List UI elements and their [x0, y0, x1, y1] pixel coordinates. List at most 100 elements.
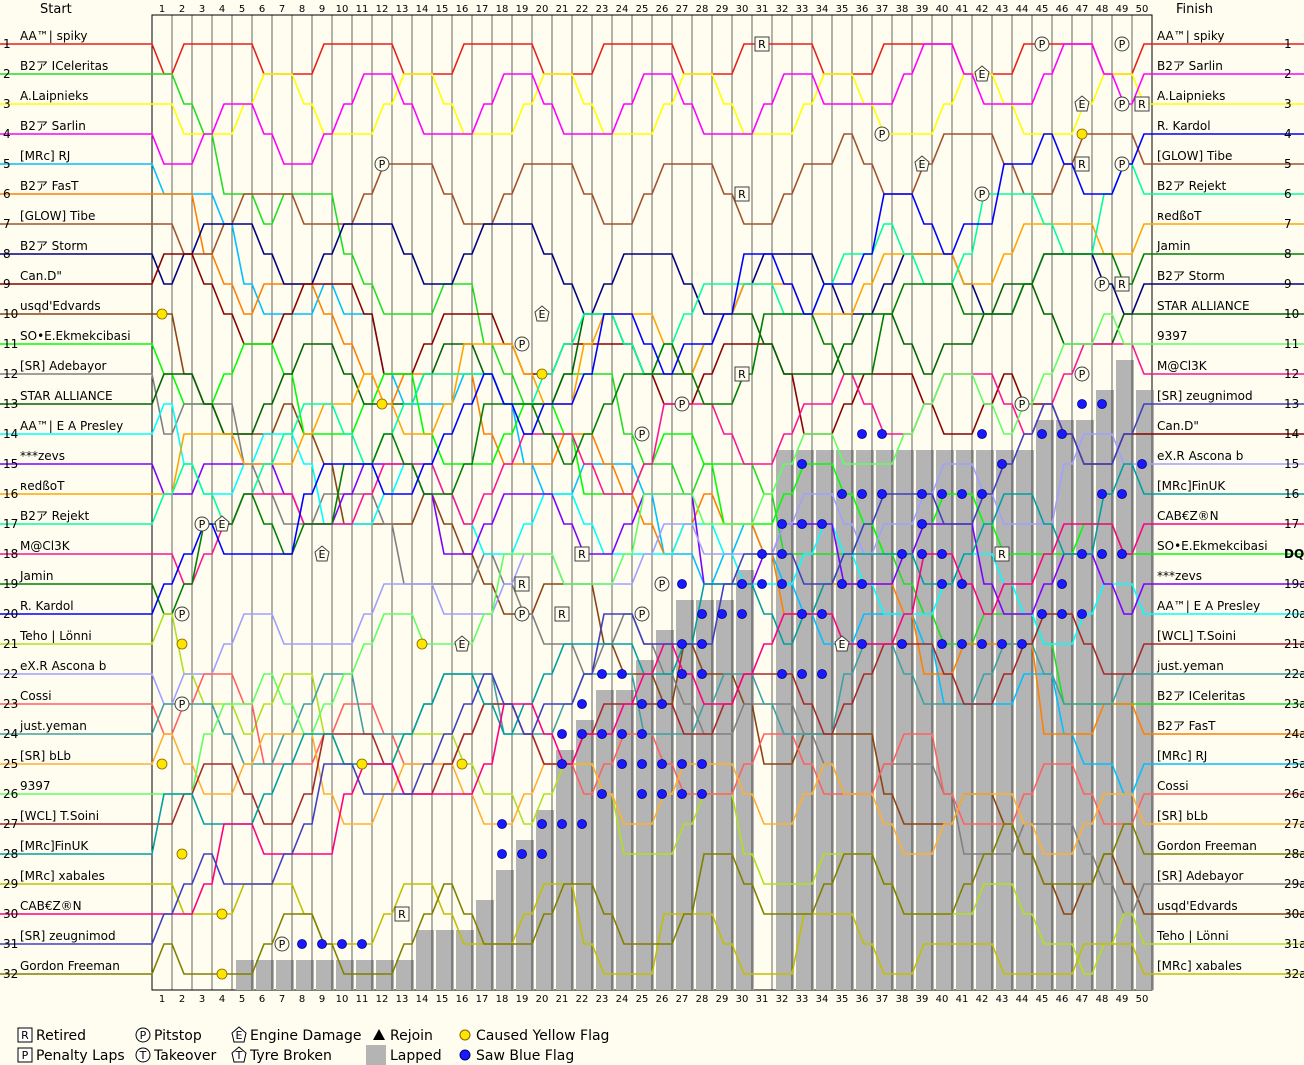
pitstop-marker [514, 606, 530, 622]
blue-flag-marker [697, 609, 707, 619]
lap-tick-top: 20 [536, 4, 549, 15]
lapped-bar [936, 450, 954, 990]
takeover-legend-item: T Takeover [135, 1047, 216, 1064]
lap-tick-top: 40 [936, 4, 949, 15]
blue-flag-marker [917, 519, 927, 529]
start-position-number: 2 [3, 67, 11, 81]
lap-tick-top: 46 [1056, 4, 1069, 15]
blue-flag-marker [797, 519, 807, 529]
lapped-bar [496, 870, 514, 990]
lap-tick-top: 16 [456, 4, 469, 15]
start-position-number: 5 [3, 157, 11, 171]
caused-yellow-flag-legend-item: Caused Yellow Flag [459, 1028, 609, 1044]
start-position-number: 26 [3, 787, 18, 801]
event-marker-label: E [1079, 98, 1086, 111]
blue-flag-marker [1057, 579, 1067, 589]
start-driver-label: SO•E.Ekmekcibasi [20, 329, 131, 343]
finish-driver-label: [MRc] xabales [1157, 959, 1242, 973]
yellow-flag-marker [156, 308, 168, 320]
blue-flag-marker [337, 939, 347, 949]
lap-tick-top: 36 [856, 4, 869, 15]
finish-driver-label: CAB€Z®N [1157, 509, 1219, 523]
blue-flag-marker [697, 789, 707, 799]
pitstop-marker [1114, 156, 1130, 172]
pitstop-marker [1114, 96, 1130, 112]
axis-labels: Start Finish 112233445566778899101011111… [3, 2, 1304, 1005]
lapped-bar [336, 960, 354, 990]
finish-position-number: 11 [1284, 337, 1299, 351]
start-driver-label: Can.D" [20, 269, 62, 283]
event-marker-label: R [398, 908, 406, 921]
driver-line [0, 133, 1304, 615]
lapped-bar [896, 450, 914, 990]
lapped-bar [276, 960, 294, 990]
event-marker-label: P [199, 518, 206, 531]
driver-line [0, 403, 1304, 945]
event-marker-label: R [738, 368, 746, 381]
finish-driver-label: [MRc] RJ [1157, 749, 1207, 763]
flag-markers [156, 128, 1147, 980]
lap-tick-top: 30 [736, 4, 749, 15]
event-marker-label: P [379, 158, 386, 171]
lap-tick-bottom: 6 [259, 994, 265, 1005]
lap-tick-top: 1 [159, 4, 165, 15]
engine-damage-marker [214, 515, 230, 532]
retired-icon [17, 1027, 33, 1043]
start-driver-label: just.yeman [19, 719, 87, 733]
finish-position-number: 13 [1284, 397, 1299, 411]
retired-marker [574, 546, 590, 562]
blue-flag-marker [557, 759, 567, 769]
retired-marker [1114, 276, 1130, 292]
lap-tick-bottom: 42 [976, 994, 989, 1005]
lap-tick-top: 7 [279, 4, 285, 15]
lap-tick-bottom: 36 [856, 994, 869, 1005]
blue-flag-marker [997, 459, 1007, 469]
start-position-number: 22 [3, 667, 18, 681]
event-marker-label: P [179, 608, 186, 621]
start-position-number: 14 [3, 427, 18, 441]
lap-tick-bottom: 16 [456, 994, 469, 1005]
lapped-legend-item: Lapped [366, 1045, 442, 1065]
retired-marker [554, 606, 570, 622]
start-driver-label: AA™| spiky [20, 29, 87, 43]
lapped-bar [396, 960, 414, 990]
legend-label: Pitstop [154, 1028, 202, 1044]
penalty-laps-icon [17, 1047, 33, 1063]
blue-flag-marker [737, 579, 747, 589]
start-driver-label: AA™| E A Presley [20, 419, 123, 433]
lap-tick-bottom: 1 [159, 994, 165, 1005]
lapped-bar [636, 660, 654, 990]
blue-flag-marker [957, 639, 967, 649]
blue-flag-marker [537, 849, 547, 859]
blue-flag-marker [937, 639, 947, 649]
lapped-bar [1136, 390, 1154, 990]
lapped-bar [856, 450, 874, 990]
start-driver-label: B2ア Storm [20, 239, 88, 253]
pitstop-marker [374, 156, 390, 172]
blue-flag-marker [557, 819, 567, 829]
lap-tick-top: 18 [496, 4, 509, 15]
legend-label: Tyre Broken [249, 1048, 332, 1064]
finish-driver-label: [SR] bLb [1157, 809, 1208, 823]
legend-label: Saw Blue Flag [476, 1048, 574, 1064]
finish-driver-label: Gordon Freeman [1157, 839, 1257, 853]
engine-damage-legend-item: E Engine Damage [231, 1026, 362, 1044]
blue-flag-marker [1117, 489, 1127, 499]
start-header: Start [40, 2, 72, 17]
start-position-number: 3 [3, 97, 11, 111]
start-driver-label: B2ア ICeleritas [20, 59, 108, 73]
legend-label: Engine Damage [250, 1028, 362, 1044]
blue-flag-marker [617, 669, 627, 679]
start-position-number: 25 [3, 757, 18, 771]
start-driver-label: B2ア Rejekt [20, 509, 90, 523]
event-marker-label: R [518, 578, 526, 591]
finish-driver-label: Cossi [1157, 779, 1189, 793]
lap-tick-bottom: 14 [416, 994, 429, 1005]
start-driver-label: usqd'Edvards [20, 299, 101, 313]
lap-tick-bottom: 17 [476, 994, 489, 1005]
start-driver-label: [SR] bLb [20, 749, 71, 763]
yellow-flag-marker [176, 638, 188, 650]
lapped-icon [366, 1045, 386, 1065]
pitstop-icon [135, 1027, 151, 1043]
